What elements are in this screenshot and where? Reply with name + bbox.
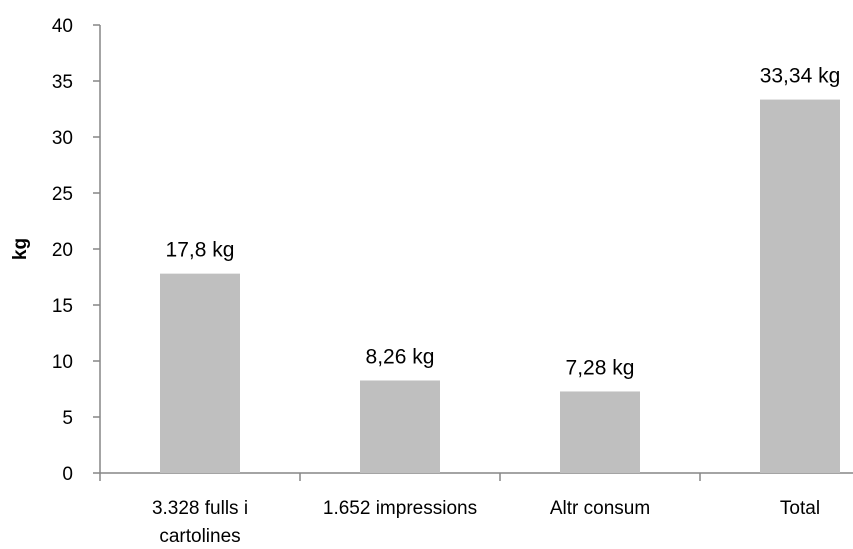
y-tick-label: 40 bbox=[52, 16, 73, 37]
y-tick-label: 5 bbox=[62, 408, 73, 429]
x-category-label: 1.652 impressions bbox=[323, 498, 477, 519]
data-label: 8,26 kg bbox=[366, 345, 435, 368]
data-label: 33,34 kg bbox=[760, 65, 841, 88]
bar bbox=[560, 391, 640, 473]
y-tick-label: 10 bbox=[52, 352, 73, 373]
y-tick-label: 20 bbox=[52, 240, 73, 261]
y-tick-label: 25 bbox=[52, 184, 73, 205]
y-tick-label: 35 bbox=[52, 72, 73, 93]
bars bbox=[160, 99, 840, 473]
y-axis: 0 5 10 15 20 25 30 35 40 bbox=[52, 16, 101, 485]
y-tick-label: 15 bbox=[52, 296, 73, 317]
data-label: 17,8 kg bbox=[166, 239, 235, 262]
x-category-label: 3.328 fulls i cartolines bbox=[152, 498, 248, 547]
x-axis: 3.328 fulls i cartolines 1.652 impressions… bbox=[99, 472, 853, 547]
data-label: 7,28 kg bbox=[566, 356, 635, 379]
bar bbox=[760, 99, 840, 473]
y-axis-title: kg bbox=[10, 238, 31, 260]
x-category-label: Total bbox=[780, 498, 820, 519]
y-tick-label: 0 bbox=[62, 464, 73, 485]
data-labels: 17,8 kg 8,26 kg 7,28 kg 33,34 kg bbox=[166, 65, 841, 380]
bar bbox=[360, 380, 440, 473]
bar bbox=[160, 273, 240, 473]
x-category-label: Altr consum bbox=[550, 498, 650, 519]
y-tick-label: 30 bbox=[52, 128, 73, 149]
